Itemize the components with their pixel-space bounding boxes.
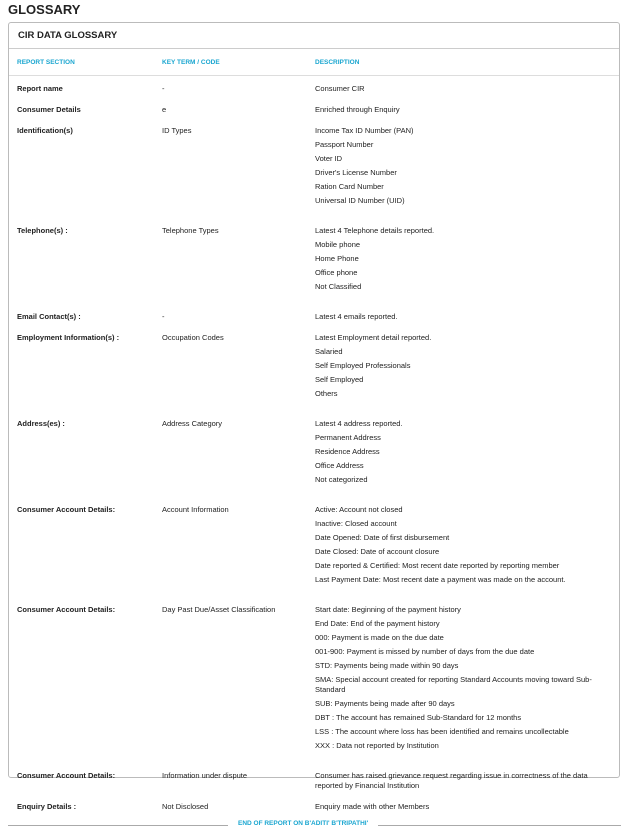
description-line: Office Address — [315, 461, 364, 470]
table-row: Consumer Account Details: Information und… — [9, 766, 619, 797]
description-line: Consumer has raised grievance request re… — [315, 771, 588, 790]
key-term: Not Disclosed — [162, 802, 209, 811]
table-row: Address(es) : Address Category Latest 4 ad… — [9, 414, 619, 500]
key-term: - — [162, 312, 165, 321]
table-row: Consumer Account Details: Day Past Due/As… — [9, 600, 619, 766]
description: Latest 4 address reported. Permanent Addr… — [315, 417, 619, 487]
description: Latest 4 Telephone details reported. Mobi… — [315, 224, 619, 294]
description-line: Latest Employment detail reported. — [315, 333, 432, 342]
report-section: Email Contact(s) : — [17, 312, 81, 321]
description-line: Enquiry made with other Members — [315, 802, 430, 811]
report-section: Telephone(s) : — [17, 226, 68, 235]
description: Start date: Beginning of the payment his… — [315, 603, 619, 753]
table-header: REPORT SECTION KEY TERM / CODE DESCRIPTI… — [9, 49, 619, 76]
description-line: 000: Payment is made on the due date — [315, 633, 444, 642]
description: Latest Employment detail reported. Salari… — [315, 331, 619, 401]
report-section: Consumer Account Details: — [17, 605, 116, 614]
description-line: Self Employed Professionals — [315, 361, 411, 370]
description-line: Ration Card Number — [315, 182, 384, 191]
key-term: e — [162, 105, 167, 114]
description-line: Inactive: Closed account — [315, 519, 397, 528]
description-line: Voter ID — [315, 154, 343, 163]
report-section: Employment Information(s) : — [17, 333, 120, 342]
table-row: Email Contact(s) : - Latest 4 emails repor… — [9, 307, 619, 328]
description: Enquiry made with other Members — [315, 800, 619, 814]
table-row: Employment Information(s) : Occupation Co… — [9, 328, 619, 414]
glossary-box: CIR DATA GLOSSARY REPORT SECTION KEY TER… — [8, 22, 620, 811]
description-line: Residence Address — [315, 447, 380, 456]
header-key-term: KEY TERM / CODE — [162, 58, 220, 66]
description-line: DBT : The account has remained Sub-Stand… — [315, 713, 522, 722]
description-line: SUB: Payments being made after 90 days — [315, 699, 455, 708]
report-section: Report name — [17, 84, 63, 93]
table-row: Telephone(s) : Telephone Types Latest 4 Te… — [9, 221, 619, 307]
table-row: Enquiry Details : Not Disclosed Enquiry ma… — [9, 797, 619, 818]
description: Enriched through Enquiry — [315, 103, 619, 117]
description-line: Latest 4 Telephone details reported. — [315, 226, 435, 235]
report-section: Identification(s) — [17, 126, 73, 135]
table-row: Report name - Consumer CIR — [9, 79, 619, 100]
report-section: Consumer Account Details: — [17, 505, 116, 514]
description-line: End Date: End of the payment history — [315, 619, 440, 628]
key-term: Information under dispute — [162, 771, 248, 780]
key-term: Account Information — [162, 505, 229, 514]
description-line: Salaried — [315, 347, 343, 356]
description-line: STD: Payments being made within 90 days — [315, 661, 459, 670]
key-term: Address Category — [162, 419, 223, 428]
description-line: Others — [315, 389, 338, 398]
description: Consumer CIR — [315, 82, 619, 96]
description-line: Universal ID Number (UID) — [315, 196, 405, 205]
description-line: Self Employed — [315, 375, 364, 384]
description-line: Passport Number — [315, 140, 374, 149]
description-line: SMA: Special account created for reporti… — [315, 675, 592, 694]
header-description: DESCRIPTION — [315, 58, 360, 66]
description-line: Date reported & Certified: Most recent d… — [315, 561, 560, 570]
report-section: Address(es) : — [17, 419, 65, 428]
description-line: Home Phone — [315, 254, 359, 263]
description-line: 001-900: Payment is missed by number of … — [315, 647, 535, 656]
table-row: Consumer Details e Enriched through Enquir… — [9, 100, 619, 121]
description: Active: Account not closed Inactive: Clos… — [315, 503, 619, 587]
report-section: Consumer Account Details: — [17, 771, 116, 780]
key-term: Day Past Due/Asset Classification — [162, 605, 276, 614]
description-line: Date Opened: Date of first disbursement — [315, 533, 450, 542]
description: Latest 4 emails reported. — [315, 310, 619, 324]
description-line: Active: Account not closed — [315, 505, 403, 514]
key-term: Occupation Codes — [162, 333, 224, 342]
report-section: Consumer Details — [17, 105, 81, 114]
description-line: Start date: Beginning of the payment his… — [315, 605, 461, 614]
description-line: Mobile phone — [315, 240, 361, 249]
key-term: ID Types — [162, 126, 192, 135]
description-line: Enriched through Enquiry — [315, 105, 400, 114]
report-section: Enquiry Details : — [17, 802, 77, 811]
description-line: XXX : Data not reported by Institution — [315, 741, 439, 750]
description-line: Permanent Address — [315, 433, 381, 442]
description-line: Last Payment Date: Most recent date a pa… — [315, 575, 566, 584]
end-of-report: END OF REPORT ON B'ADITI' B'TRIPATHI' — [228, 820, 379, 827]
header-report-section: REPORT SECTION — [17, 58, 75, 66]
table-row: Identification(s) ID Types Income Tax ID N… — [9, 121, 619, 221]
description-line: Not categorized — [315, 475, 368, 484]
description-line: Income Tax ID Number (PAN) — [315, 126, 414, 135]
description-line: LSS : The account where loss has been id… — [315, 727, 569, 736]
description-line: Consumer CIR — [315, 84, 365, 93]
table-row: Consumer Account Details: Account Informa… — [9, 500, 619, 600]
description: Consumer has raised grievance request re… — [315, 769, 619, 793]
box-title: CIR DATA GLOSSARY — [9, 23, 619, 49]
description-line: Latest 4 address reported. — [315, 419, 403, 428]
description-line: Office phone — [315, 268, 358, 277]
key-term: - — [162, 84, 165, 93]
description-line: Driver's License Number — [315, 168, 397, 177]
description-line: Latest 4 emails reported. — [315, 312, 398, 321]
page-title: GLOSSARY — [8, 2, 81, 17]
description-line: Date Closed: Date of account closure — [315, 547, 440, 556]
key-term: Telephone Types — [162, 226, 219, 235]
description: Income Tax ID Number (PAN) Passport Numbe… — [315, 124, 619, 208]
description-line: Not Classified — [315, 282, 362, 291]
table-body: Report name - Consumer CIR Consumer Details… — [9, 76, 619, 818]
